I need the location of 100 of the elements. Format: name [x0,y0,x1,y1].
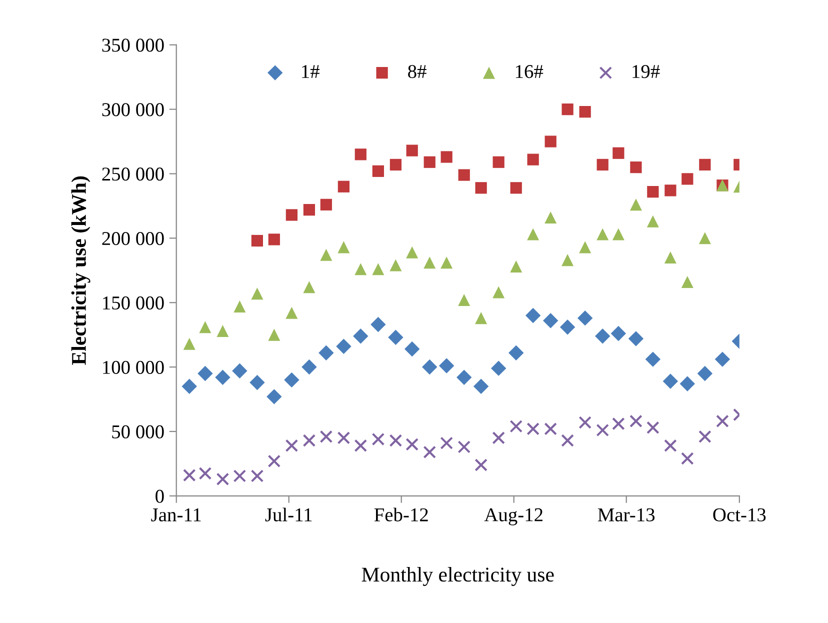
point [336,338,352,354]
point [492,286,505,298]
point [458,440,471,454]
point [199,321,212,334]
point [390,259,402,272]
point [681,276,694,288]
point [647,186,659,198]
point [542,313,558,328]
point [338,180,350,192]
point [284,372,300,388]
point [318,345,334,360]
point [577,310,593,326]
point [268,328,280,341]
point [354,439,368,452]
point [233,470,246,482]
point [456,370,472,385]
point [664,439,677,452]
point [630,198,642,211]
point [389,434,402,447]
x-tick-label: Feb-12 [374,508,428,522]
point [664,251,676,264]
point [266,389,282,404]
point [440,256,453,269]
legend-label: 8# [408,64,426,78]
y-tick-label: 50 000 [112,425,164,438]
point [475,312,488,324]
point [303,204,316,216]
point [234,300,246,312]
point [561,434,574,447]
point [320,198,332,210]
point [697,366,713,382]
y-tick-label: 200 000 [102,232,164,246]
point [527,154,539,166]
point [424,256,436,269]
legend-label: 19# [632,65,660,78]
point [232,363,248,379]
point [424,156,436,168]
point [562,103,574,116]
point [612,228,624,240]
point [390,158,402,171]
point [458,169,470,181]
point [526,422,540,436]
point [388,330,404,346]
point [527,228,540,240]
point [302,434,316,447]
point [596,158,608,171]
point [612,417,625,430]
point [250,374,265,390]
point [508,345,524,360]
point [182,468,196,482]
y-tick-label: 150 000 [103,296,164,310]
point [680,452,694,465]
point [337,431,350,444]
point [579,106,591,118]
point [645,352,661,367]
point [578,416,592,429]
point [560,319,576,335]
point [438,358,454,374]
point [492,431,506,444]
point [510,260,522,273]
point [216,472,230,486]
point [544,136,556,148]
point [268,454,281,468]
point [664,184,676,196]
point [406,144,418,156]
point [612,147,624,159]
point [544,422,558,436]
y-tick-label: 300 000 [102,103,164,116]
point [250,470,264,482]
point [596,228,609,240]
point [215,370,230,385]
point [698,232,711,244]
point [610,326,626,342]
point [182,378,197,394]
x-tick-label: Aug-12 [484,508,542,526]
point [492,156,504,168]
x-tick-label: Mar-13 [598,508,655,522]
x-tick-label: Jan-11 [151,508,201,522]
point [716,414,729,428]
point [286,209,298,221]
point [646,215,659,228]
y-tick-label: 350 000 [102,38,164,52]
point [338,241,350,254]
point [475,182,487,194]
point [320,248,332,261]
point [353,328,368,344]
y-tick-label: 0 [156,490,164,503]
point [630,414,642,428]
point [562,254,574,266]
point [422,359,438,375]
point [183,338,196,350]
point [354,148,366,160]
point [372,432,385,446]
point [698,430,712,444]
point [440,436,453,450]
point [682,173,694,185]
point [302,359,317,375]
point [699,158,711,171]
point [216,324,229,337]
point [198,466,212,480]
